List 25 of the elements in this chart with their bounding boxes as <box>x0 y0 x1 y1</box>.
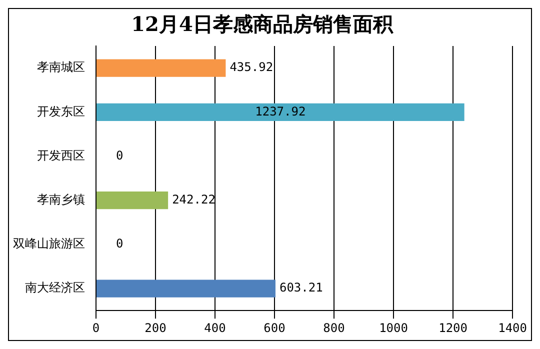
x-tick-label: 200 <box>144 320 166 335</box>
data-label: 242.22 <box>172 192 216 206</box>
x-tick-label: 1200 <box>438 320 468 335</box>
bar <box>96 103 464 121</box>
x-tick-label: 1400 <box>498 320 528 335</box>
y-tick-label: 孝南乡镇 <box>37 192 85 206</box>
bar <box>96 280 276 298</box>
data-label: 603.21 <box>279 280 323 295</box>
data-label: 0 <box>116 148 124 162</box>
x-tick-label: 1000 <box>379 320 408 335</box>
x-tick-label: 0 <box>92 320 100 335</box>
bar <box>96 192 168 210</box>
data-label: 0 <box>116 236 124 251</box>
y-tick-label: 开发西区 <box>37 148 85 162</box>
y-tick-label: 南大经济区 <box>25 280 85 295</box>
data-label: 435.92 <box>230 60 274 74</box>
y-tick-label: 孝南城区 <box>37 60 85 74</box>
y-tick-label: 双峰山旅游区 <box>13 236 85 251</box>
chart-title: 12月4日孝感商品房销售面积 <box>131 12 394 36</box>
x-tick-label: 600 <box>264 320 286 335</box>
bar <box>96 59 226 77</box>
y-tick-label: 开发东区 <box>37 104 85 118</box>
x-tick-label: 400 <box>204 320 226 335</box>
x-tick-label: 800 <box>323 320 345 335</box>
data-label: 1237.92 <box>255 104 306 118</box>
